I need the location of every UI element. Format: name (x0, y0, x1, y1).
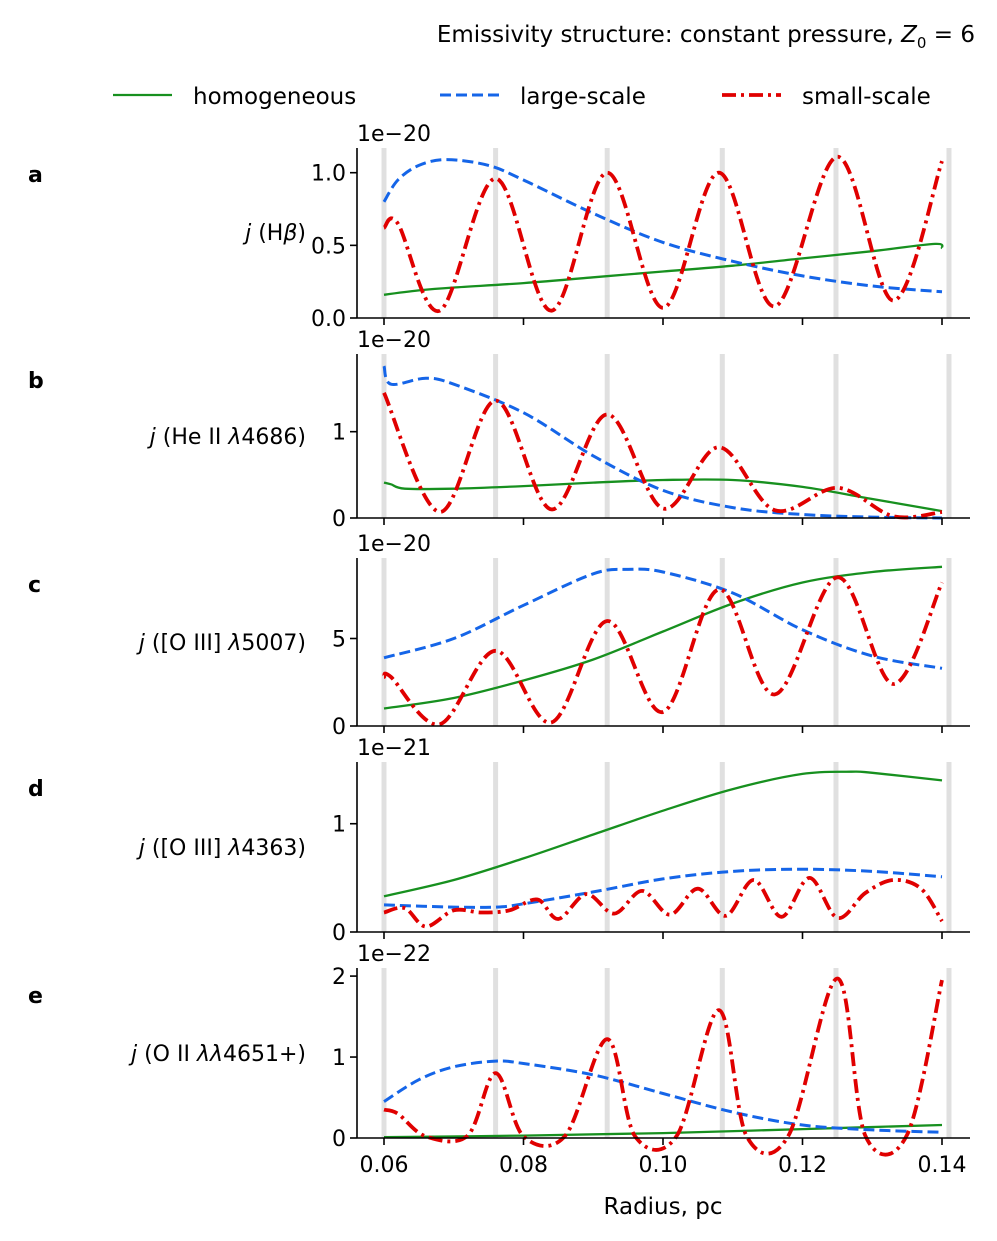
panels: 0.0 0.5 1.0 1e−20 a j (Hβ) 0 1 1e−20 b j (He II λ4… (28, 122, 970, 1178)
y-axis-label: j ([O III] λ4363) (136, 836, 306, 861)
panel-d: 0 1 1e−21 d j ([O III] λ4363) (28, 736, 970, 946)
legend: homogeneous large-scale small-scale (113, 84, 931, 110)
x-tick-label: 0.08 (499, 1153, 548, 1178)
series-line-small (382, 575, 944, 727)
y-tick-label: 1 (332, 421, 346, 446)
legend-label-homogeneous: homogeneous (193, 84, 356, 110)
x-tick-label: 0.06 (360, 1153, 409, 1178)
y-axis-label: j ([O III] λ5007) (136, 631, 306, 656)
series-line-small (382, 154, 944, 313)
y-axis-label: j (Hβ) (242, 221, 306, 246)
y-tick-label: 1 (332, 813, 346, 838)
y-axis-label: j (O II λλ4651+) (128, 1042, 306, 1067)
x-tick-label: 0.14 (918, 1153, 967, 1178)
panel-letter: a (28, 163, 43, 188)
panel-letter: c (28, 573, 41, 598)
y-tick-label: 1 (332, 1046, 346, 1071)
series-line-small (383, 875, 944, 929)
y-tick-label: 5 (332, 628, 346, 653)
x-axis-label: Radius, pc (604, 1194, 723, 1220)
x-tick-label: 0.10 (639, 1153, 688, 1178)
series-line-small (382, 391, 943, 520)
panel-letter: e (28, 984, 43, 1009)
panel-e: 0 1 2 0.06 0.08 0.10 0.12 0.14 1e−22 e j (O II λλ4… (28, 942, 970, 1178)
y-tick-label: 0 (332, 921, 346, 946)
panel-c: 0 5 1e−20 c j ([O III] λ5007) (28, 532, 970, 740)
legend-label-small: small-scale (802, 84, 931, 110)
y-tick-label: 0 (332, 715, 346, 740)
series-line-small (383, 976, 944, 1157)
series-line-large (383, 867, 943, 909)
series-line-large (382, 158, 943, 294)
panel-b: 0 1 1e−20 b j (He II λ4686) (28, 328, 970, 532)
y-tick-label: 0.0 (311, 307, 346, 332)
axis-multiplier: 1e−21 (357, 736, 431, 761)
axis-multiplier: 1e−20 (357, 122, 431, 147)
axis-multiplier: 1e−20 (357, 532, 431, 557)
figure-title: Emissivity structure: constant pressure,… (437, 22, 975, 52)
series-line-large (383, 1059, 943, 1134)
panel-letter: d (28, 777, 44, 802)
series-line-large (382, 365, 943, 520)
x-tick-label: 0.12 (778, 1153, 827, 1178)
legend-label-large: large-scale (520, 84, 646, 110)
panel-a: 0.0 0.5 1.0 1e−20 a j (Hβ) (28, 122, 970, 332)
y-tick-label: 0.5 (311, 234, 346, 259)
axis-multiplier: 1e−22 (357, 942, 431, 967)
panel-letter: b (28, 369, 44, 394)
y-tick-label: 0 (332, 507, 346, 532)
y-tick-label: 1.0 (311, 162, 346, 187)
y-axis-label: j (He II λ4686) (147, 425, 306, 450)
series-line-homogeneous (383, 242, 944, 296)
series-line-homogeneous (383, 770, 943, 898)
series-line-large (383, 567, 943, 670)
axis-multiplier: 1e−20 (357, 328, 431, 353)
y-tick-label: 0 (332, 1127, 346, 1152)
series-line-homogeneous (383, 565, 943, 710)
y-tick-label: 2 (332, 965, 346, 990)
